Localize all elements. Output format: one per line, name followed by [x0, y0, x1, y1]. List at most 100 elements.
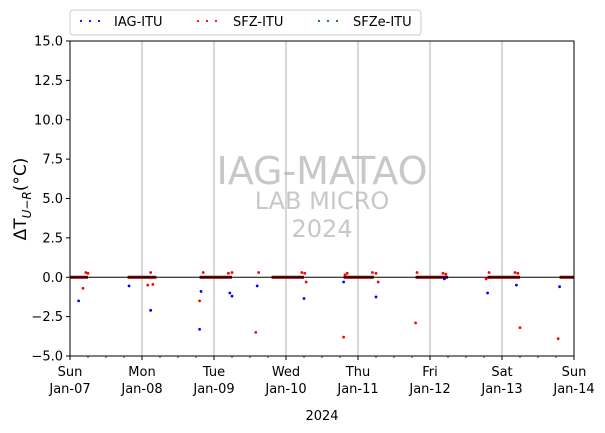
sfz-itu-point: [415, 271, 419, 274]
y-tick-label: −2.5: [31, 310, 63, 325]
x-tick-label-day: Thu: [345, 365, 370, 380]
x-tick-label-date: Jan-07: [48, 382, 90, 397]
sfz-itu-point: [444, 272, 448, 276]
x-tick-label-date: Jan-11: [336, 382, 378, 397]
y-tick-label: 2.5: [42, 231, 63, 246]
y-tick-label: −5.0: [31, 350, 63, 365]
sfz-itu-point: [254, 330, 258, 334]
legend-marker-iag-itu: [97, 19, 101, 23]
legend-marker-sfz-itu: [214, 19, 218, 23]
iag-itu-point: [228, 291, 232, 295]
sfz-itu-point: [84, 271, 88, 274]
sfz-itu-point: [371, 271, 374, 274]
iag-itu-point: [374, 295, 378, 299]
y-tick-label: 0.0: [42, 271, 63, 286]
x-tick-label-date: Jan-12: [408, 382, 450, 397]
x-axis: Sun Jan-07 Mon Jan-08 Tue Jan-09 Wed Jan-10 Thu J…: [48, 356, 595, 397]
x-tick-label-date: Jan-09: [192, 382, 234, 397]
legend-entry-sfz-itu: SFZ-ITU: [196, 15, 283, 30]
sfz-itu-point: [146, 283, 150, 287]
iag-itu-point: [255, 284, 259, 288]
sfz-itu-point: [151, 282, 155, 286]
iag-itu-point: [77, 299, 81, 303]
x-axis-label: 2024: [305, 409, 338, 424]
legend-marker-sfze-itu: [317, 19, 321, 23]
y-tick-label: 5.0: [42, 192, 63, 207]
legend: IAG-ITU SFZ-ITU SFZe-ITU: [69, 9, 422, 36]
sfz-itu-point: [556, 337, 560, 341]
iag-itu-point: [199, 290, 203, 293]
legend-marker-sfz-itu: [196, 19, 200, 23]
legend-label-sfz-itu: SFZ-ITU: [233, 15, 283, 30]
sfz-itu-point: [516, 271, 520, 275]
legend-entry-iag-itu: IAG-ITU: [79, 15, 163, 30]
sfz-itu-point: [257, 271, 261, 274]
x-tick-label-date: Jan-14: [552, 382, 594, 397]
legend-marker-sfze-itu: [326, 19, 330, 23]
legend-marker-sfze-itu: [335, 19, 339, 23]
iag-itu-point: [443, 277, 446, 281]
x-tick-label-date: Jan-13: [480, 382, 522, 397]
sfz-itu-point: [484, 277, 488, 281]
x-tick-label-day: Sun: [58, 365, 83, 380]
y-tick-label: 12.5: [34, 74, 63, 89]
iag-itu-point: [302, 297, 306, 300]
sfz-itu-point: [304, 280, 308, 284]
sfz-itu-point: [86, 271, 90, 275]
sfz-itu-point: [513, 271, 517, 274]
iag-itu-point: [515, 283, 518, 287]
y-axis-label-main: ΔT: [11, 218, 31, 241]
sfz-itu-point: [342, 335, 345, 339]
iag-itu-point: [558, 285, 561, 289]
x-tick-label-day: Wed: [272, 365, 300, 380]
x-tick-label-date: Jan-10: [264, 382, 306, 397]
watermark-line-3: 2024: [291, 215, 352, 243]
iag-itu-point: [230, 294, 234, 298]
sfz-itu-point: [518, 326, 522, 330]
y-axis-label: ΔTU−R(°C): [11, 158, 34, 241]
sfz-itu-point: [198, 299, 202, 303]
sfz-itu-point: [227, 271, 230, 275]
x-tick-label-day: Tue: [202, 365, 225, 380]
x-tick-label-day: Sun: [562, 365, 587, 380]
y-tick-label: 7.5: [42, 153, 63, 168]
legend-entry-sfze-itu: SFZe-ITU: [317, 15, 412, 30]
legend-marker-iag-itu: [79, 19, 83, 23]
sfz-itu-point: [376, 280, 380, 284]
legend-marker-sfz-itu: [205, 19, 209, 23]
sfz-itu-point: [300, 271, 304, 274]
points-layer: [77, 271, 561, 341]
sfz-itu-point: [487, 271, 491, 274]
iag-itu-point: [342, 280, 345, 284]
x-tick-label-day: Sat: [491, 365, 512, 380]
sfz-itu-point: [201, 271, 205, 274]
y-tick-label: 10.0: [34, 113, 63, 128]
legend-marker-iag-itu: [88, 19, 92, 23]
sfz-itu-point: [343, 273, 347, 277]
sfz-itu-point: [230, 271, 234, 274]
y-axis-label-unit: (°C): [11, 158, 31, 192]
watermark-line-2: LAB MICRO: [255, 187, 390, 215]
iag-itu-point: [486, 291, 489, 295]
grid-layer: [141, 41, 503, 356]
legend-label-iag-itu: IAG-ITU: [114, 15, 163, 30]
sfz-itu-point: [345, 271, 349, 275]
x-tick-label-day: Fri: [422, 365, 438, 380]
sfz-itu-point: [374, 271, 378, 275]
iag-itu-point: [127, 284, 131, 288]
legend-frame: [69, 9, 422, 36]
legend-label-sfze-itu: SFZe-ITU: [353, 15, 412, 30]
y-axis: −5.0 −2.5 0.0 2.5 5.0 7.5 10.0 12.5 15.0: [31, 35, 70, 365]
x-tick-label-day: Mon: [128, 365, 155, 380]
sfz-itu-point: [149, 271, 153, 274]
sfz-itu-point: [441, 271, 445, 275]
x-tick-label-date: Jan-08: [120, 382, 162, 397]
watermark-line-1: IAG-MATAO: [216, 149, 427, 193]
sfz-itu-point: [81, 286, 85, 290]
y-tick-label: 15.0: [34, 35, 63, 50]
iag-itu-point: [198, 327, 202, 331]
sfz-itu-point: [303, 271, 307, 275]
iag-itu-point: [149, 308, 153, 312]
